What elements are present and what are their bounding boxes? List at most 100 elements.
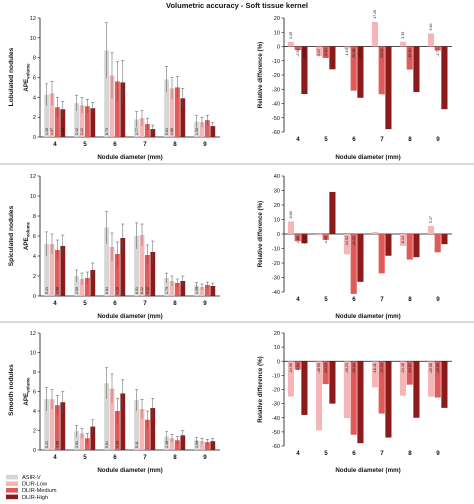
bar-dlir-medium-7	[378, 46, 385, 95]
x-tick-label: 8	[408, 136, 412, 143]
x-tick-label: 4	[296, 296, 300, 303]
x-tick-label: 5	[324, 136, 328, 143]
bar-asir-v-9	[194, 440, 199, 450]
bar-asir-v-9	[194, 121, 199, 137]
bar-asir-v-9	[194, 285, 199, 296]
value-label: 1.77	[135, 128, 139, 135]
bar-dlir-high-6	[120, 82, 126, 137]
bar-asir-v-8	[164, 278, 169, 296]
y-tick-label: 0	[277, 359, 280, 365]
value-label: 1.05	[195, 287, 199, 294]
bar-dlir-high-7	[150, 408, 156, 450]
row-label: Spiculated nodules	[8, 205, 15, 266]
bar-dlir-medium-6	[115, 254, 120, 296]
value-label: -8.10	[324, 49, 328, 57]
bar-dlir-high-9	[441, 234, 448, 245]
bar-asir-v-8	[164, 436, 169, 450]
bar-dlir-medium-7	[378, 234, 385, 274]
value-label: -25.08	[429, 363, 433, 373]
value-label: 1.38	[165, 441, 169, 448]
bar-dlir-medium-9	[434, 361, 441, 398]
bar-dlir-high-9	[441, 46, 448, 110]
y-tick-label: 0	[33, 294, 36, 300]
bar-dlir-low-7	[139, 235, 145, 296]
bar-dlir-high-5	[329, 46, 336, 70]
x-axis-label: Nodule diameter (mm)	[97, 313, 162, 320]
bar-dlir-low-7	[139, 409, 145, 450]
value-label: 4.26	[45, 128, 49, 135]
bar-dlir-high-9	[210, 126, 216, 137]
bar-asir-v-7	[134, 119, 139, 137]
bar-asir-v-5	[74, 276, 79, 296]
y-tick-label: -10	[272, 247, 280, 253]
bar-dlir-high-7	[385, 46, 392, 130]
x-tick-label: 7	[380, 136, 384, 143]
bar-dlir-medium-5	[85, 106, 90, 137]
bar-dlir-low-4	[49, 244, 55, 296]
bar-dlir-low-9	[199, 441, 205, 450]
x-tick-label: 9	[436, 450, 440, 457]
bar-dlir-medium-7	[145, 255, 150, 296]
bar-dlir-low-8	[169, 438, 175, 450]
bar-dlir-medium-9	[205, 285, 210, 296]
bar-dlir-low-6	[343, 234, 351, 255]
x-tick-label: 9	[203, 454, 207, 461]
y-tick-label: 10	[30, 351, 36, 357]
bar-dlir-medium-8	[175, 440, 180, 450]
bar-dlir-medium-8	[406, 361, 413, 385]
x-tick-label: 7	[143, 454, 147, 461]
bar-dlir-low-8	[399, 41, 407, 47]
value-label: 4.20	[116, 441, 120, 448]
bar-dlir-low-5	[79, 105, 85, 137]
bar-dlir-high-6	[357, 46, 364, 98]
value-label: 5.21	[45, 287, 49, 294]
bar-dlir-high-5	[90, 270, 96, 296]
bar-dlir-medium-7	[145, 419, 150, 450]
y-tick-label: 8	[33, 56, 36, 62]
y-tick-label: -30	[272, 276, 280, 282]
y-tick-label: 10	[30, 194, 36, 200]
bar-dlir-high-8	[180, 281, 186, 296]
value-label: -4.05	[324, 236, 328, 244]
bar-dlir-high-4	[301, 46, 308, 94]
x-tick-label: 6	[113, 454, 117, 461]
y-tick-label: 2	[33, 429, 36, 435]
value-label: 4.58	[56, 441, 60, 448]
bar-dlir-high-5	[90, 426, 96, 450]
bar-dlir-medium-8	[175, 87, 180, 137]
value-label: 5.11	[135, 441, 139, 448]
value-label: 6.12	[140, 287, 144, 294]
value-label: -16.19	[324, 363, 328, 373]
value-label: -14.02	[345, 236, 349, 246]
bar-dlir-high-5	[329, 361, 336, 404]
bar-dlir-medium-4	[55, 405, 60, 450]
bar-dlir-high-5	[90, 108, 96, 137]
panel-2: -60 -50 -40 -30 -20 -10 0 10 20 3.25 -2.54 -33.33 4 -…	[257, 10, 452, 161]
y-tick-label: 10	[274, 345, 280, 351]
x-tick-label: 9	[436, 136, 440, 143]
bar-dlir-high-9	[210, 441, 216, 450]
bar-dlir-low-5	[315, 361, 323, 431]
value-label: 2.00	[75, 287, 79, 294]
value-label: 17.26	[373, 10, 377, 19]
value-label: -25.65	[436, 363, 440, 373]
panels: 0 2 4 6 8 10 12 4.26 4.37 2.84 4 3.42 3.22 5 8.73 6 1.77…	[8, 10, 452, 474]
value-label: -2.54	[296, 49, 300, 57]
bar-dlir-low-4	[287, 41, 295, 47]
panel-1: 0 2 4 6 8 10 12 4.26 4.37 2.84 4 3.42 3.22 5 8.73 6 1.77…	[8, 16, 220, 161]
bar-dlir-medium-4	[55, 250, 60, 296]
value-label: -16.16	[408, 49, 412, 59]
x-tick-label: 6	[352, 296, 356, 303]
x-tick-label: 8	[173, 454, 177, 461]
value-label: 2.84	[61, 128, 65, 135]
y-tick-label: 20	[274, 203, 280, 209]
bar-dlir-high-7	[385, 234, 392, 256]
y-tick-label: 20	[274, 16, 280, 22]
x-tick-label: 6	[113, 141, 117, 148]
value-label: 5.84	[105, 441, 109, 448]
y-tick-label: -30	[272, 402, 280, 408]
bar-dlir-medium-4	[294, 234, 301, 242]
value-label: 4.88	[170, 128, 174, 135]
value-label: 1.91	[75, 441, 79, 448]
